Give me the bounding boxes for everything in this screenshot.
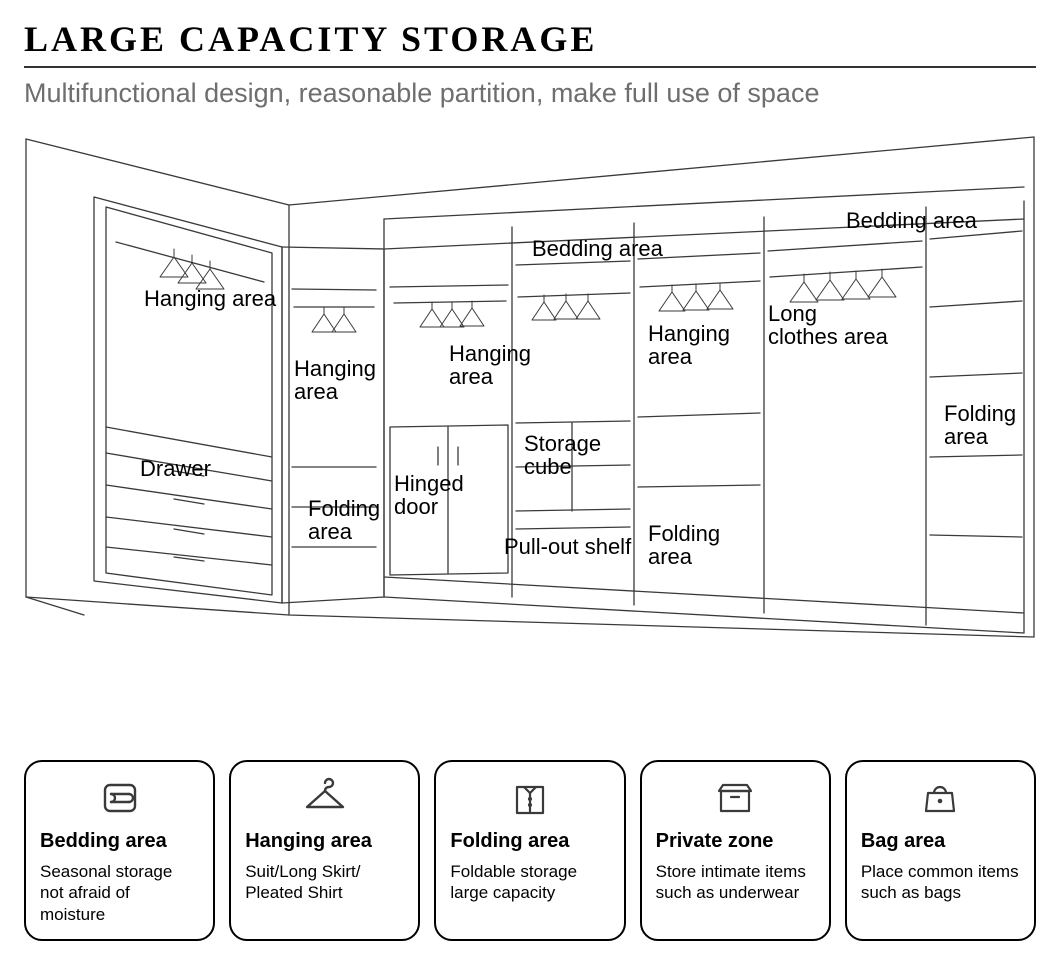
card-desc: Foldable storage large capacity	[450, 861, 609, 904]
label-hanging-3: Hanging area	[449, 342, 531, 388]
label-bedding-2: Bedding area	[846, 209, 977, 232]
card-title: Folding area	[450, 830, 609, 853]
label-folding-1: Folding area	[308, 497, 380, 543]
label-cube: Storage cube	[524, 432, 601, 478]
card-desc: Suit/Long Skirt/ Pleated Shirt	[245, 861, 404, 904]
card-folding: Folding area Foldable storage large capa…	[434, 760, 625, 941]
card-desc: Store intimate items such as underwear	[656, 861, 815, 904]
card-title: Bedding area	[40, 830, 199, 853]
label-long-clothes: Long clothes area	[768, 302, 888, 348]
label-folding-2: Folding area	[648, 522, 720, 568]
label-drawer: Drawer	[140, 457, 211, 480]
shirt-icon	[450, 774, 609, 822]
card-bag: Bag area Place common items such as bags	[845, 760, 1036, 941]
card-desc: Place common items such as bags	[861, 861, 1020, 904]
card-hanging: Hanging area Suit/Long Skirt/ Pleated Sh…	[229, 760, 420, 941]
wardrobe-diagram: Hanging area Hanging area Hanging area H…	[24, 127, 1036, 742]
hanger-icon	[245, 774, 404, 822]
label-folding-3: Folding area	[944, 402, 1016, 448]
bedding-icon	[40, 774, 199, 822]
box-icon	[656, 774, 815, 822]
label-hinged: Hinged door	[394, 472, 464, 518]
label-bedding-1: Bedding area	[532, 237, 663, 260]
card-private: Private zone Store intimate items such a…	[640, 760, 831, 941]
label-pullout: Pull-out shelf	[504, 535, 631, 558]
feature-cards: Bedding area Seasonal storage not afraid…	[24, 760, 1036, 941]
page-title: LARGE CAPACITY STORAGE	[24, 18, 1036, 68]
label-hanging-1: Hanging area	[144, 287, 276, 310]
label-hanging-2: Hanging area	[294, 357, 376, 403]
bag-icon	[861, 774, 1020, 822]
card-title: Hanging area	[245, 830, 404, 853]
label-hanging-4: Hanging area	[648, 322, 730, 368]
page-subtitle: Multifunctional design, reasonable parti…	[24, 78, 1036, 109]
card-title: Private zone	[656, 830, 815, 853]
card-title: Bag area	[861, 830, 1020, 853]
card-desc: Seasonal storage not afraid of moisture	[40, 861, 199, 925]
card-bedding: Bedding area Seasonal storage not afraid…	[24, 760, 215, 941]
